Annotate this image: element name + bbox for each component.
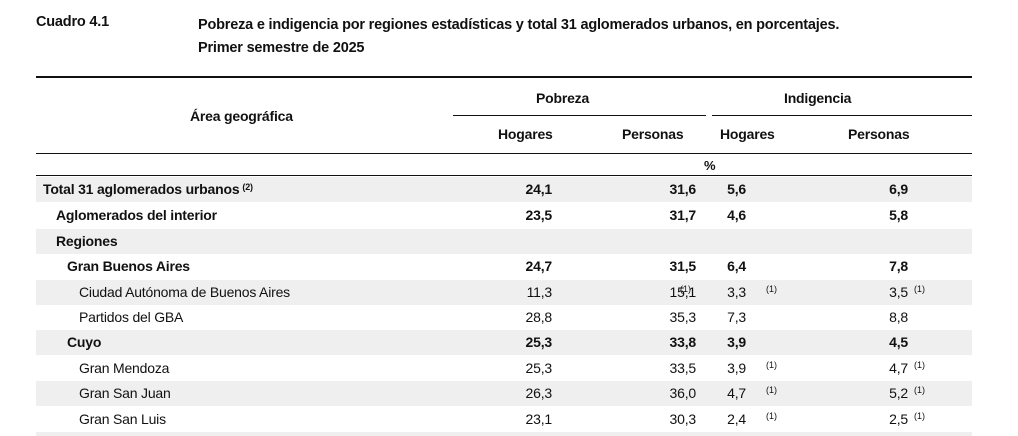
row-label: Gran San Luis xyxy=(79,411,166,427)
pobreza-rule xyxy=(453,115,706,116)
cell-pobreza-personas: 31,6 xyxy=(669,181,697,197)
table-row: Gran San Luis 23,1 30,3 2,4 (1) 2,5 (1) xyxy=(36,407,972,432)
cell-indigencia-hogares: 2,4 xyxy=(727,411,746,427)
cell-pobreza-personas: 31,5 xyxy=(669,258,697,274)
row-label: Partidos del GBA xyxy=(79,309,184,325)
table-row: Regiones xyxy=(36,229,972,254)
row-label: Ciudad Autónoma de Buenos Aires xyxy=(79,284,290,300)
cell-pobreza-hogares: 25,3 xyxy=(525,360,553,376)
table-row: Gran Mendoza 25,3 33,5 3,9 (1) 4,7 (1) xyxy=(36,356,972,381)
cell-pobreza-hogares: 25,3 xyxy=(525,334,553,350)
table-title: Pobreza e indigencia por regiones estadí… xyxy=(198,14,839,60)
cell-indigencia-hogares: 3,3 xyxy=(727,284,746,300)
cell-indigencia-hogares: 4,7 xyxy=(727,385,746,401)
table-row: Cuyo 25,3 33,8 3,9 4,5 xyxy=(36,330,972,355)
col-indigencia-hogares: Hogares xyxy=(720,126,775,142)
cell-indigencia-personas: 4,7 xyxy=(889,360,908,376)
cell-indigencia-hogares: 4,6 xyxy=(727,207,746,223)
row-label: Gran Buenos Aires xyxy=(67,258,190,274)
cell-indigencia-personas: 6,9 xyxy=(889,181,908,197)
cell-pobreza-personas: 31,7 xyxy=(669,207,697,223)
cell-pobreza-hogares: 11,3 xyxy=(526,284,553,300)
cell-indigencia-personas: 5,2 xyxy=(889,385,908,401)
footnote-marker: (1) xyxy=(914,284,925,294)
unit-rule xyxy=(36,175,972,176)
table-number: Cuadro 4.1 xyxy=(36,14,109,30)
footnote-marker: (1) xyxy=(766,411,777,421)
cell-indigencia-hogares: 7,3 xyxy=(727,309,746,325)
cell-pobreza-hogares: 24,1 xyxy=(525,181,553,197)
footnote-marker: (1) xyxy=(680,284,691,294)
cell-indigencia-personas: 4,5 xyxy=(889,334,908,350)
footnote-marker: (2) xyxy=(242,182,253,192)
cell-indigencia-personas: 7,8 xyxy=(889,258,908,274)
cell-pobreza-personas: 30,3 xyxy=(669,411,697,427)
title-line-1: Pobreza e indigencia por regiones estadí… xyxy=(198,17,840,33)
footnote-marker: (1) xyxy=(914,360,925,370)
footnote-marker: (1) xyxy=(766,360,777,370)
cell-pobreza-personas: 33,8 xyxy=(669,334,697,350)
row-label: Total 31 aglomerados urbanos (2) xyxy=(43,181,253,197)
table-row: Gran Buenos Aires 24,7 31,5 6,4 7,8 xyxy=(36,254,972,279)
header-bottom-rule xyxy=(36,153,972,154)
footnote-marker: (1) xyxy=(914,385,925,395)
cell-pobreza-hogares: 28,8 xyxy=(525,309,553,325)
pobreza-header: Pobreza xyxy=(536,90,590,106)
area-header: Área geográfica xyxy=(190,108,293,124)
row-label: Aglomerados del interior xyxy=(56,207,217,223)
cell-indigencia-personas: 3,5 xyxy=(889,284,908,300)
cell-indigencia-hogares: 6,4 xyxy=(727,258,746,274)
table-row: Gran San Juan 26,3 36,0 4,7 (1) 5,2 (1) xyxy=(36,381,972,406)
cell-indigencia-personas: 8,8 xyxy=(889,309,908,325)
cell-indigencia-personas: 5,8 xyxy=(889,207,908,223)
cell-indigencia-hogares: 5,6 xyxy=(727,181,746,197)
row-label: Cuyo xyxy=(67,334,102,350)
cell-pobreza-personas: 15,1 xyxy=(669,284,697,300)
cell-indigencia-hogares: 3,9 xyxy=(727,334,746,350)
indigencia-rule xyxy=(712,115,972,116)
cell-pobreza-personas: 35,3 xyxy=(669,309,697,325)
col-pobreza-hogares: Hogares xyxy=(498,126,553,142)
cell-pobreza-hogares: 23,5 xyxy=(525,207,553,223)
table-row: Total 31 aglomerados urbanos (2) 24,1 31,… xyxy=(36,177,972,202)
cell-pobreza-personas: 36,0 xyxy=(669,385,697,401)
title-line-2: Primer semestre de 2025 xyxy=(198,40,365,56)
table-row: Ciudad Autónoma de Buenos Aires 11,3 15,… xyxy=(36,280,972,305)
footnote-marker: (1) xyxy=(766,284,777,294)
table-row: Partidos del GBA 28,8 35,3 7,3 8,8 xyxy=(36,305,972,330)
cell-pobreza-hogares: 23,1 xyxy=(525,411,553,427)
row-label: Regiones xyxy=(56,233,118,249)
row-label: Gran Mendoza xyxy=(79,360,170,376)
col-indigencia-personas: Personas xyxy=(848,126,910,142)
cell-pobreza-hogares: 26,3 xyxy=(525,385,553,401)
cell-pobreza-personas: 33,5 xyxy=(669,360,697,376)
table-row-partial xyxy=(36,432,972,436)
indigencia-header: Indigencia xyxy=(784,90,852,106)
col-pobreza-personas: Personas xyxy=(622,126,684,142)
table-row: Aglomerados del interior 23,5 31,7 4,6 5… xyxy=(36,203,972,228)
top-rule xyxy=(36,76,972,78)
cell-indigencia-personas: 2,5 xyxy=(889,411,908,427)
footnote-marker: (1) xyxy=(766,385,777,395)
row-label: Gran San Juan xyxy=(79,385,171,401)
unit-label: % xyxy=(704,158,716,173)
cell-pobreza-hogares: 24,7 xyxy=(525,258,553,274)
footnote-marker: (1) xyxy=(914,411,925,421)
cell-indigencia-hogares: 3,9 xyxy=(727,360,746,376)
